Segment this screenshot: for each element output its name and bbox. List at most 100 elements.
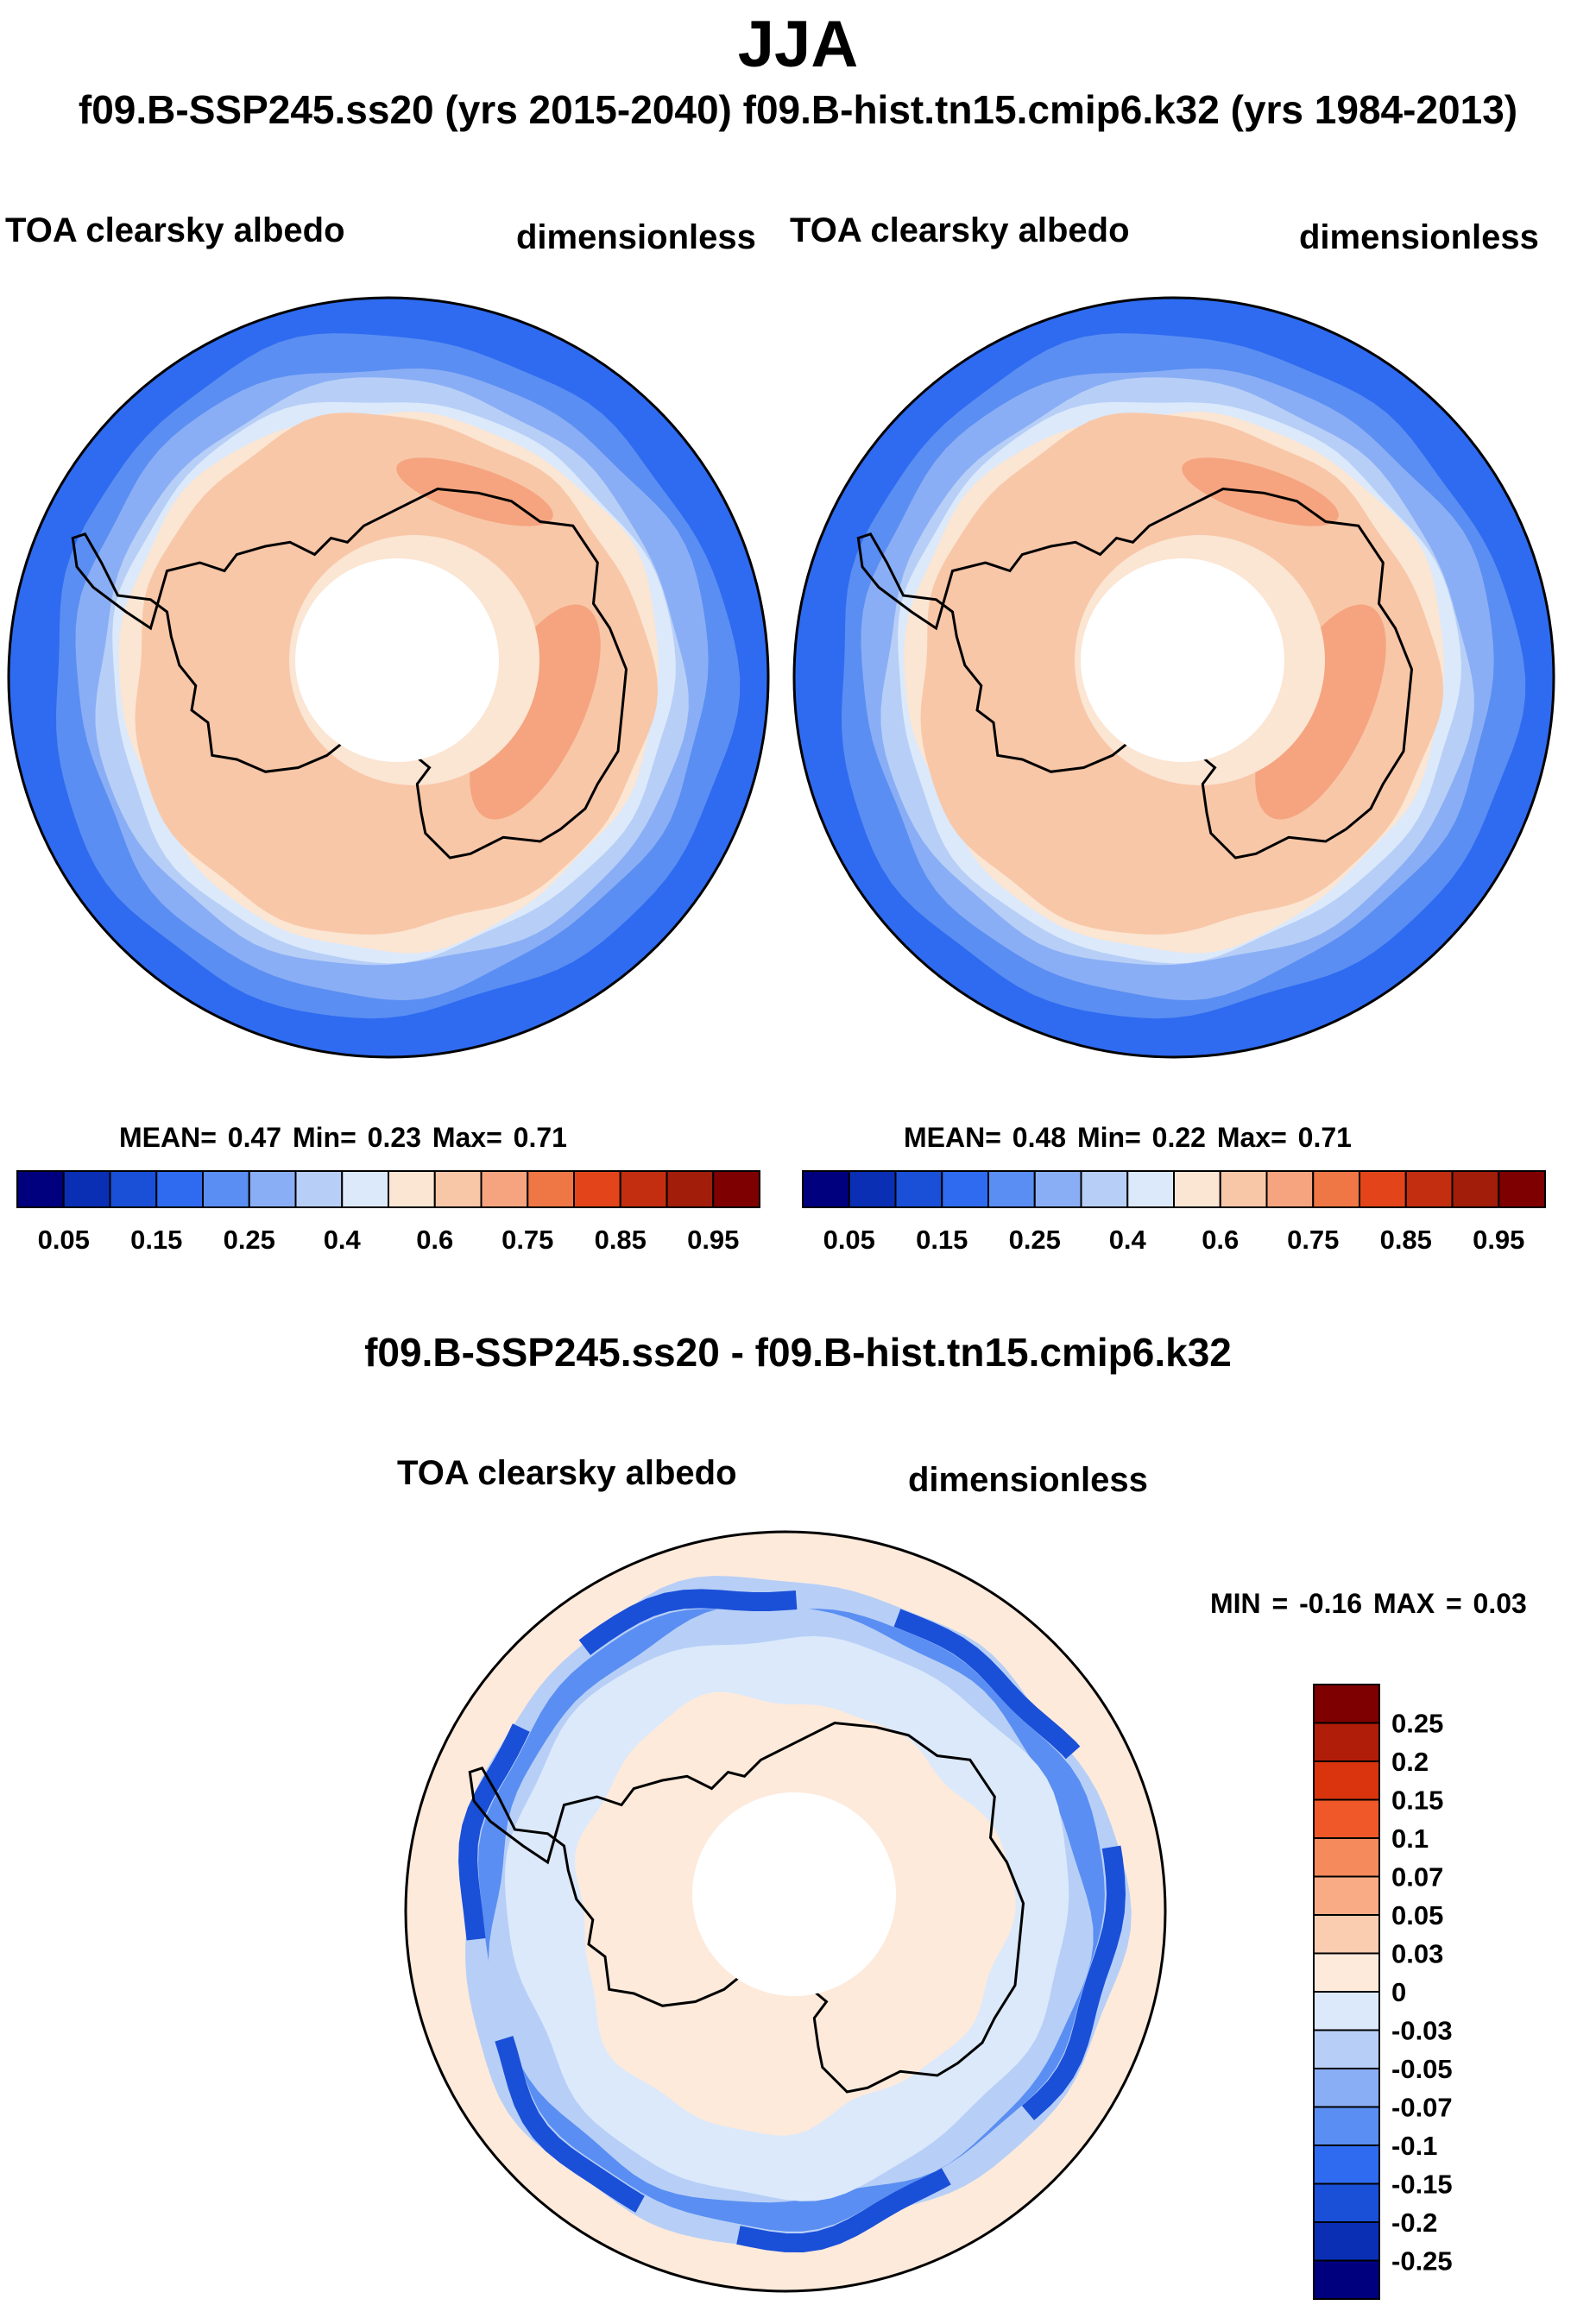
colorbar-tick-label: 0.85	[595, 1225, 647, 1255]
colorbar-box-11	[1313, 2106, 1380, 2146]
colorbar-tick-label: 0.75	[502, 1225, 553, 1255]
colorbar-box-8	[1313, 1991, 1380, 2031]
high-albedo-region-plateau	[1255, 604, 1386, 820]
colorbar-tick-label: 0.25	[1009, 1225, 1061, 1255]
colorbar-tick-label: 0.05	[823, 1225, 875, 1255]
colorbar-tick-label: 0.15	[1391, 1786, 1443, 1816]
colorbar-box-15	[712, 1170, 760, 1208]
colorbar-box-7	[341, 1170, 389, 1208]
colorbar-box-9	[1219, 1170, 1268, 1208]
colorbar-box-4	[987, 1170, 1036, 1208]
page-title: JJA	[737, 8, 859, 81]
colorbar-tick-label: 0.15	[916, 1225, 968, 1255]
polar-data-hole	[295, 558, 499, 762]
antarctica-coastline-icon	[856, 487, 1414, 860]
colorbar-box-0	[1313, 1684, 1380, 1724]
map-border	[7, 296, 770, 1059]
colorbar-tick-label: 0.4	[324, 1225, 362, 1255]
high-albedo-region-plateau	[470, 604, 601, 820]
antarctica-coastline-icon	[468, 1721, 1025, 2094]
colorbar-box-2	[894, 1170, 943, 1208]
colorbar-box-15	[1313, 2259, 1380, 2300]
colorbar-box-8	[1173, 1170, 1221, 1208]
colorbar-tick-label: -0.03	[1391, 2016, 1453, 2046]
colorbar-tick-label: 0.85	[1380, 1225, 1432, 1255]
colorbar-box-1	[848, 1170, 897, 1208]
colorbar-box-6	[1080, 1170, 1129, 1208]
colorbar-tick-label: 0.6	[416, 1225, 453, 1255]
colorbar-tick-label: -0.25	[1391, 2246, 1453, 2277]
colorbar-tick-label: 0.05	[38, 1225, 90, 1255]
colorbar-box-3	[941, 1170, 989, 1208]
colorbar-box-13	[1404, 1170, 1454, 1208]
antarctica-coastline-icon	[71, 487, 628, 860]
colorbar-box-0	[16, 1170, 65, 1208]
polar-data-hole	[1081, 558, 1284, 762]
colorbar-tick-label: 0.1	[1391, 1823, 1429, 1854]
colorbar-tick-label: -0.05	[1391, 2054, 1453, 2084]
panel1-units-label: dimensionless	[516, 218, 756, 256]
diff-minmax: MIN = -0.16 MAX = 0.03	[1210, 1588, 1527, 1619]
panel2-colorbar: 0.05 0.15 0.25 0.4 0.6 0.75 0.85 0.95	[802, 1170, 1546, 1255]
colorbar-tick-label: -0.2	[1391, 2207, 1437, 2238]
colorbar-box-14	[666, 1170, 715, 1208]
colorbar-box-6	[1313, 1914, 1380, 1955]
colorbar-box-15	[1498, 1170, 1546, 1208]
colorbar-tick-label: 0.03	[1391, 1939, 1443, 1969]
colorbar-box-14	[1313, 2221, 1380, 2262]
colorbar-box-8	[388, 1170, 436, 1208]
diff-map	[404, 1530, 1167, 2293]
panel1-map	[7, 296, 770, 1059]
colorbar-box-10	[1313, 2068, 1380, 2108]
colorbar-tick-label: 0	[1391, 1977, 1406, 2007]
colorbar-box-13	[1313, 2182, 1380, 2223]
colorbar-box-12	[1313, 2145, 1380, 2185]
colorbar-tick-label: 0.25	[224, 1225, 275, 1255]
diff-colorbar: 0.25 0.2 0.15 0.1 0.07 0.05 0.03 0 -0.03 -0.05 -0.…	[1313, 1684, 1453, 2300]
panel2-map	[792, 296, 1555, 1059]
colorbar-box-1	[62, 1170, 111, 1208]
panel2-variable-label: TOA clearsky albedo	[790, 211, 1130, 249]
colorbar-box-11	[1312, 1170, 1360, 1208]
colorbar-box-11	[527, 1170, 575, 1208]
diff-units-label: dimensionless	[908, 1461, 1148, 1499]
colorbar-box-3	[155, 1170, 204, 1208]
colorbar-tick-label: -0.1	[1391, 2131, 1437, 2161]
colorbar-tick-label: 0.4	[1109, 1225, 1147, 1255]
colorbar-box-7	[1126, 1170, 1175, 1208]
colorbar-tick-label: 0.6	[1202, 1225, 1239, 1255]
difference-title: f09.B-SSP245.ss20 - f09.B-hist.tn15.cmip…	[364, 1330, 1232, 1375]
map-border	[404, 1530, 1167, 2293]
colorbar-box-12	[573, 1170, 621, 1208]
panel1-colorbar: 0.05 0.15 0.25 0.4 0.6 0.75 0.85 0.95	[16, 1170, 760, 1255]
colorbar-box-7	[1313, 1952, 1380, 1993]
colorbar-box-0	[802, 1170, 850, 1208]
colorbar-box-2	[1313, 1760, 1380, 1801]
colorbar-box-1	[1313, 1722, 1380, 1762]
colorbar-tick-label: 0.15	[130, 1225, 182, 1255]
colorbar-box-5	[1313, 1875, 1380, 1916]
polar-data-hole	[692, 1792, 896, 1996]
colorbar-tick-label: 0.75	[1287, 1225, 1339, 1255]
colorbar-tick-label: -0.07	[1391, 2093, 1453, 2123]
strong-negative-band	[458, 1589, 1126, 2253]
cases-header: f09.B-SSP245.ss20 (yrs 2015-2040) f09.B-…	[78, 87, 1518, 132]
colorbar-tick-label: 0.07	[1391, 1862, 1443, 1893]
colorbar-box-3	[1313, 1798, 1380, 1839]
panel2-stats: MEAN= 0.48 Min= 0.22 Max= 0.71	[904, 1122, 1352, 1153]
panel2-units-label: dimensionless	[1299, 218, 1539, 256]
colorbar-tick-label: 0.2	[1391, 1747, 1429, 1777]
colorbar-box-2	[109, 1170, 158, 1208]
colorbar-box-4	[1313, 1837, 1380, 1878]
map-border	[792, 296, 1555, 1059]
colorbar-tick-label: -0.15	[1391, 2170, 1453, 2200]
colorbar-box-10	[1265, 1170, 1315, 1208]
colorbar-box-6	[294, 1170, 344, 1208]
colorbar-box-4	[202, 1170, 250, 1208]
colorbar-box-5	[248, 1170, 297, 1208]
colorbar-tick-label: 0.95	[1473, 1225, 1524, 1255]
colorbar-box-5	[1033, 1170, 1082, 1208]
colorbar-tick-label: 0.25	[1391, 1709, 1443, 1739]
panel1-variable-label: TOA clearsky albedo	[5, 211, 345, 249]
colorbar-tick-label: 0.05	[1391, 1900, 1443, 1930]
